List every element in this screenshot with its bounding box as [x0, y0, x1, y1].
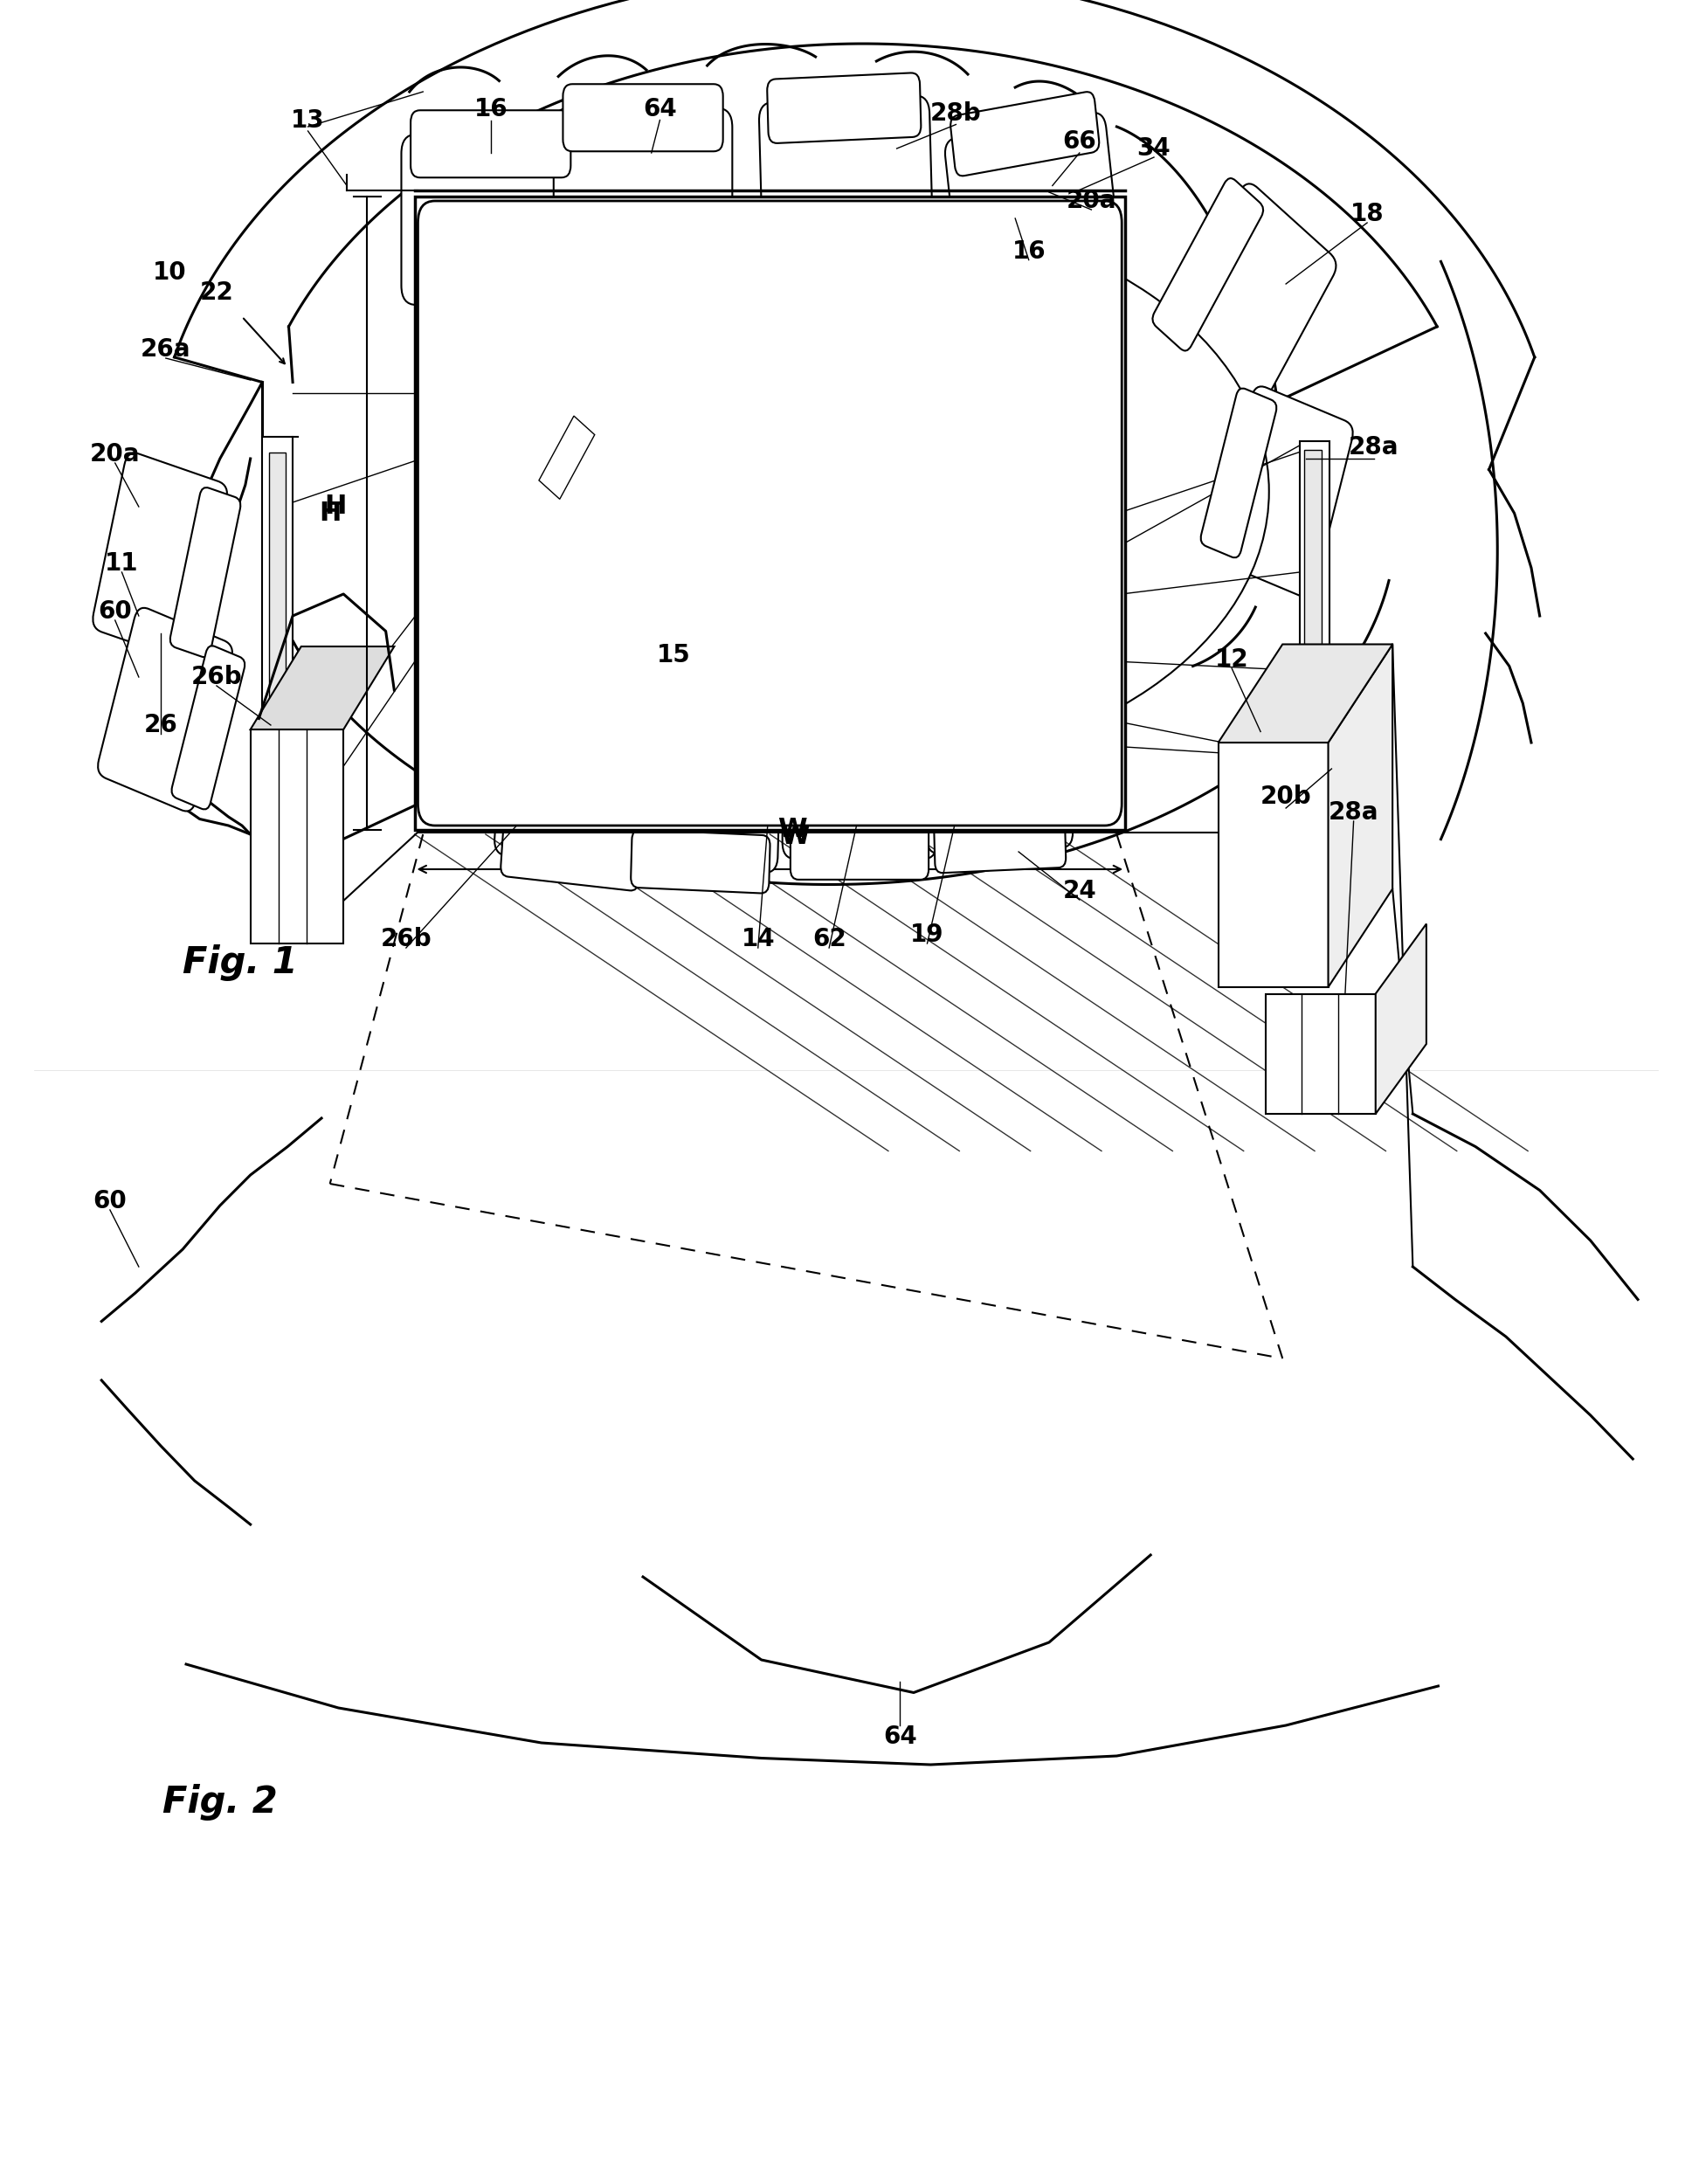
FancyBboxPatch shape	[624, 719, 782, 874]
Text: 20a: 20a	[1066, 188, 1117, 214]
Text: H: H	[318, 500, 342, 526]
Polygon shape	[1328, 644, 1393, 987]
Text: 12: 12	[1215, 646, 1249, 673]
Text: 28a: 28a	[1349, 435, 1399, 461]
Bar	[1266, 994, 1376, 1114]
FancyBboxPatch shape	[430, 308, 619, 531]
Text: 26b: 26b	[191, 664, 242, 690]
FancyBboxPatch shape	[934, 812, 1066, 874]
Bar	[415, 197, 1125, 830]
FancyBboxPatch shape	[924, 708, 1073, 854]
Text: H: H	[323, 494, 347, 520]
Text: 11: 11	[105, 550, 139, 577]
Text: 66: 66	[1063, 129, 1096, 155]
FancyBboxPatch shape	[1201, 389, 1276, 557]
Polygon shape	[250, 646, 394, 729]
FancyBboxPatch shape	[553, 107, 733, 280]
FancyBboxPatch shape	[501, 819, 641, 891]
Text: 16: 16	[1012, 238, 1046, 264]
FancyBboxPatch shape	[631, 830, 770, 893]
Polygon shape	[1376, 924, 1426, 1114]
FancyBboxPatch shape	[1162, 183, 1337, 419]
Text: 22: 22	[200, 280, 233, 306]
Text: 26b: 26b	[381, 926, 431, 952]
FancyBboxPatch shape	[563, 83, 722, 151]
FancyBboxPatch shape	[790, 821, 929, 880]
FancyBboxPatch shape	[494, 710, 656, 869]
FancyBboxPatch shape	[93, 452, 227, 660]
FancyBboxPatch shape	[719, 555, 851, 705]
FancyBboxPatch shape	[766, 72, 920, 144]
Bar	[540, 415, 594, 500]
Bar	[768, 675, 794, 723]
Text: 34: 34	[1137, 135, 1171, 162]
FancyBboxPatch shape	[98, 607, 232, 810]
Text: 10: 10	[152, 260, 186, 286]
Text: 15: 15	[656, 642, 690, 668]
Polygon shape	[1218, 644, 1393, 743]
Bar	[1218, 743, 1328, 987]
Text: 64: 64	[643, 96, 677, 122]
FancyBboxPatch shape	[743, 714, 817, 767]
FancyBboxPatch shape	[951, 92, 1100, 177]
Text: 24: 24	[1063, 878, 1096, 904]
FancyBboxPatch shape	[443, 328, 582, 489]
Text: 16: 16	[474, 96, 508, 122]
Text: Fig. 2: Fig. 2	[162, 1784, 277, 1819]
Text: 26a: 26a	[140, 336, 191, 363]
Bar	[1305, 450, 1321, 760]
Bar	[262, 437, 293, 753]
Text: 20b: 20b	[1261, 784, 1311, 810]
Bar	[1299, 441, 1330, 769]
FancyBboxPatch shape	[782, 712, 937, 858]
Text: 28a: 28a	[1328, 799, 1379, 826]
FancyBboxPatch shape	[171, 487, 240, 657]
Text: 60: 60	[98, 598, 132, 625]
Text: Fig. 1: Fig. 1	[183, 946, 298, 981]
FancyBboxPatch shape	[1213, 387, 1354, 596]
Text: 12: 12	[978, 422, 1019, 452]
Text: W: W	[777, 817, 807, 843]
Bar	[269, 452, 286, 743]
Text: 20a: 20a	[90, 441, 140, 467]
Text: W: W	[780, 823, 810, 850]
Text: 13: 13	[291, 107, 325, 133]
Text: 62: 62	[812, 926, 846, 952]
Text: 26: 26	[144, 712, 178, 738]
Text: 14: 14	[741, 926, 775, 952]
FancyBboxPatch shape	[946, 114, 1120, 290]
Text: 60: 60	[93, 1188, 127, 1214]
FancyBboxPatch shape	[171, 646, 245, 810]
FancyBboxPatch shape	[1152, 179, 1264, 352]
FancyBboxPatch shape	[418, 201, 1122, 826]
Text: 64: 64	[883, 1723, 917, 1749]
Text: 19: 19	[910, 922, 944, 948]
FancyBboxPatch shape	[707, 539, 883, 736]
Text: 18: 18	[1350, 201, 1384, 227]
Text: 28b: 28b	[931, 100, 981, 127]
FancyBboxPatch shape	[411, 109, 570, 177]
FancyBboxPatch shape	[401, 135, 580, 306]
FancyBboxPatch shape	[760, 96, 932, 264]
Ellipse shape	[457, 212, 1269, 769]
Bar	[250, 729, 343, 943]
